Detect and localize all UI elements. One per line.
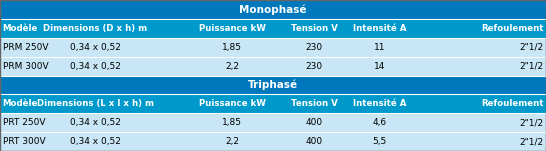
Text: PRM 300V: PRM 300V bbox=[3, 62, 49, 71]
Text: 2,2: 2,2 bbox=[225, 62, 239, 71]
Text: 4,6: 4,6 bbox=[372, 118, 387, 127]
Text: PRM 250V: PRM 250V bbox=[3, 43, 48, 52]
Text: 0,34 x 0,52: 0,34 x 0,52 bbox=[70, 43, 121, 52]
Bar bbox=[0, 76, 546, 94]
Text: Tension V: Tension V bbox=[290, 99, 337, 108]
Text: 230: 230 bbox=[305, 43, 323, 52]
Bar bbox=[0, 57, 546, 76]
Text: 5,5: 5,5 bbox=[372, 137, 387, 146]
Text: 2,2: 2,2 bbox=[225, 137, 239, 146]
Text: Refoulement: Refoulement bbox=[481, 99, 543, 108]
Text: Intensité A: Intensité A bbox=[353, 99, 406, 108]
Text: 0,34 x 0,52: 0,34 x 0,52 bbox=[70, 137, 121, 146]
Text: 2"1/2: 2"1/2 bbox=[519, 43, 543, 52]
Text: Monophasé: Monophasé bbox=[239, 4, 307, 15]
Text: 400: 400 bbox=[305, 137, 323, 146]
Bar bbox=[0, 113, 546, 132]
Text: Refoulement: Refoulement bbox=[481, 24, 543, 33]
Text: 11: 11 bbox=[373, 43, 385, 52]
Bar bbox=[0, 0, 546, 19]
Text: Triphasé: Triphasé bbox=[248, 80, 298, 90]
Text: Modèle: Modèle bbox=[3, 99, 38, 108]
Text: Dimensions (L x l x h) m: Dimensions (L x l x h) m bbox=[37, 99, 154, 108]
Text: Puissance kW: Puissance kW bbox=[199, 24, 265, 33]
Bar bbox=[0, 38, 546, 57]
Text: Dimensions (D x h) m: Dimensions (D x h) m bbox=[44, 24, 147, 33]
Text: PRT 300V: PRT 300V bbox=[3, 137, 45, 146]
Text: PRT 250V: PRT 250V bbox=[3, 118, 45, 127]
Text: 2"1/2: 2"1/2 bbox=[519, 118, 543, 127]
Text: 2"1/2: 2"1/2 bbox=[519, 62, 543, 71]
Text: Intensité A: Intensité A bbox=[353, 24, 406, 33]
Text: Tension V: Tension V bbox=[290, 24, 337, 33]
Text: 1,85: 1,85 bbox=[222, 118, 242, 127]
Bar bbox=[0, 19, 546, 38]
Text: Modèle: Modèle bbox=[3, 24, 38, 33]
Text: 0,34 x 0,52: 0,34 x 0,52 bbox=[70, 62, 121, 71]
Bar bbox=[0, 94, 546, 113]
Text: 230: 230 bbox=[305, 62, 323, 71]
Text: Puissance kW: Puissance kW bbox=[199, 99, 265, 108]
Text: 0,34 x 0,52: 0,34 x 0,52 bbox=[70, 118, 121, 127]
Text: 2"1/2: 2"1/2 bbox=[519, 137, 543, 146]
Text: 400: 400 bbox=[305, 118, 323, 127]
Bar bbox=[0, 132, 546, 151]
Text: 14: 14 bbox=[374, 62, 385, 71]
Text: 1,85: 1,85 bbox=[222, 43, 242, 52]
